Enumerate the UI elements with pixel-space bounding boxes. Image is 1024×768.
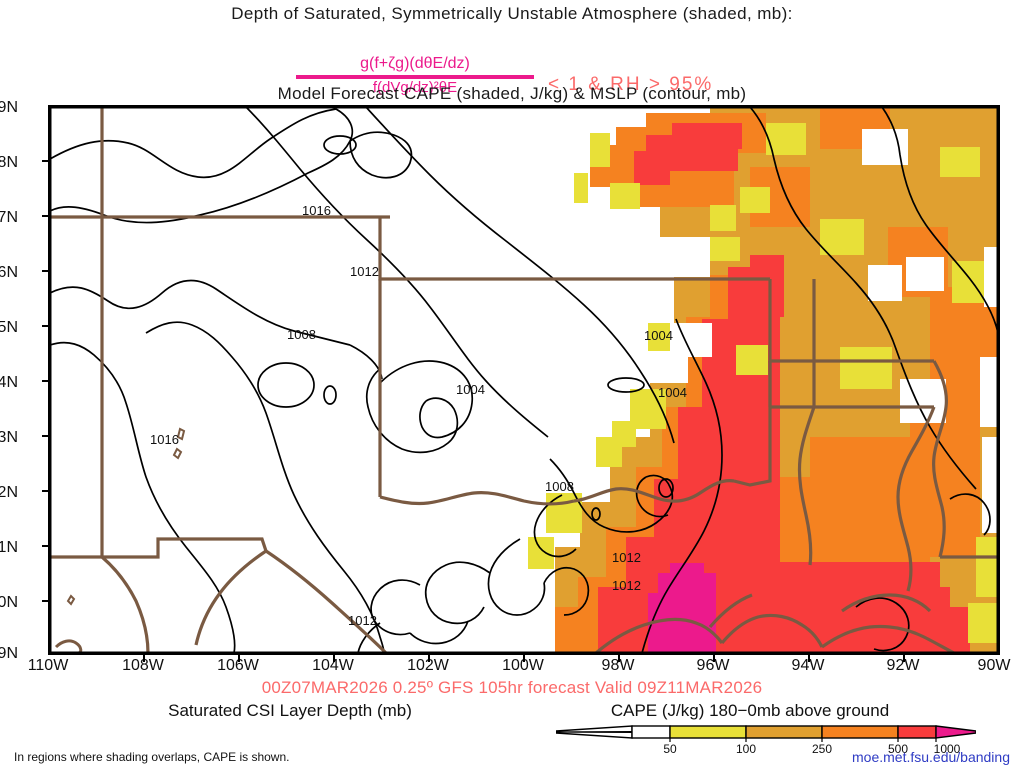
y-tick <box>42 435 50 437</box>
x-axis-label-90W: 90W <box>977 657 1011 674</box>
page-subtitle: Model Forecast CAPE (shaded, J/kg) & MSL… <box>277 84 747 103</box>
x-tick <box>903 655 905 662</box>
y-tick <box>42 380 50 382</box>
y-tick <box>42 600 50 602</box>
contour-label-1016: 1016 <box>302 203 331 218</box>
colorbar-band-500-1000 <box>897 725 937 739</box>
x-tick <box>238 655 240 662</box>
contour-label-1004b: 1004 <box>644 328 673 343</box>
contour-label-1012c: 1012 <box>612 578 641 593</box>
map-canvas: 1016 1012 1008 1016 1004 1004 1004 1008 … <box>50 107 998 653</box>
y-axis-label-39N: 39N <box>0 99 18 116</box>
y-tick <box>42 215 50 217</box>
contour-label-1016b: 1016 <box>150 432 179 447</box>
colorbar-tick-250: 250 <box>812 742 832 756</box>
y-axis-label-30N: 30N <box>0 594 18 611</box>
x-axis-label-96W: 96W <box>696 657 730 674</box>
contour-label-1012: 1012 <box>350 264 379 279</box>
y-tick <box>42 270 50 272</box>
y-axis-label-36N: 36N <box>0 264 18 281</box>
contour-label-1008: 1008 <box>287 327 316 342</box>
contour-label-1004: 1004 <box>456 382 485 397</box>
colorbar-tick-1000: 1000 <box>934 742 961 756</box>
formula-block: g(f+ζg)(dθE/dz) f(dVg/dz)²θE < 1 & RH > … <box>0 28 1024 95</box>
colorbar-band-gt1000 <box>935 725 977 739</box>
state-boundary-layer <box>50 107 998 653</box>
y-tick <box>42 545 50 547</box>
contour-label-1012d: 1012 <box>348 613 377 628</box>
x-axis-label-108W: 108W <box>122 657 164 674</box>
y-axis-label-35N: 35N <box>0 319 18 336</box>
source-url[interactable]: moe.met.fsu.edu/banding <box>852 749 1010 765</box>
x-tick <box>713 655 715 662</box>
formula-denominator: f(dVg/dz)²θE <box>372 78 458 96</box>
colorbar-left-spine <box>556 731 632 733</box>
y-axis-label-37N: 37N <box>0 209 18 226</box>
x-axis-label-94W: 94W <box>791 657 825 674</box>
x-axis-label-100W: 100W <box>502 657 544 674</box>
forecast-validity-line: 00Z07MAR2026 0.25º GFS 105hr forecast Va… <box>261 678 763 697</box>
y-axis-label-31N: 31N <box>0 539 18 556</box>
x-tick <box>523 655 525 662</box>
colorbar-tick-100: 100 <box>736 742 756 756</box>
x-tick <box>618 655 620 662</box>
formula-condition: < 1 & RH > 95% <box>548 74 714 95</box>
overlap-note: In regions where shading overlaps, CAPE … <box>14 750 290 764</box>
colorbar-band-250-500 <box>821 725 899 739</box>
formula-numerator: g(f+ζg)(dθE/dz) <box>360 55 470 72</box>
contour-label-1004c: 1004 <box>658 385 687 400</box>
x-axis-label-110W: 110W <box>27 657 69 674</box>
x-axis-label-92W: 92W <box>886 657 920 674</box>
forecast-map[interactable]: 1016 1012 1008 1016 1004 1004 1004 1008 … <box>48 105 1000 655</box>
x-axis-label-98W: 98W <box>601 657 635 674</box>
y-axis-label-33N: 33N <box>0 429 18 446</box>
y-tick <box>42 160 50 162</box>
legend-title-cape: CAPE (J/kg) 180−0mb above ground <box>610 701 890 720</box>
y-axis-label-32N: 32N <box>0 484 18 501</box>
x-axis-label-106W: 106W <box>217 657 259 674</box>
y-axis-label-29N: 29N <box>0 645 18 662</box>
x-axis-label-104W: 104W <box>312 657 354 674</box>
contour-label-1008b: 1008 <box>545 479 574 494</box>
legend-title-csi: Saturated CSI Layer Depth (mb) <box>168 701 412 720</box>
y-tick <box>42 490 50 492</box>
x-tick <box>143 655 145 662</box>
cape-shading-layer <box>450 107 998 653</box>
y-tick <box>42 325 50 327</box>
x-tick <box>428 655 430 662</box>
colorbar-tick-50: 50 <box>663 742 677 756</box>
fraction-bar <box>296 74 534 79</box>
colorbar-tick-500: 500 <box>888 742 908 756</box>
colorbar-band-100-250 <box>745 725 823 739</box>
x-tick <box>808 655 810 662</box>
page-title: Depth of Saturated, Symmetrically Unstab… <box>231 4 793 23</box>
x-tick <box>333 655 335 662</box>
mslp-contour-layer <box>50 107 998 653</box>
csi-criterion-fraction: g(f+ζg)(dθE/dz) f(dVg/dz)²θE <box>296 55 534 96</box>
colorbar-band-lt50 <box>631 725 671 739</box>
x-axis-label-102W: 102W <box>407 657 449 674</box>
contour-label-1012b: 1012 <box>612 550 641 565</box>
colorbar-band-50-100 <box>669 725 747 739</box>
contour-labels: 1016 1012 1008 1016 1004 1004 1004 1008 … <box>150 203 687 628</box>
y-axis-label-34N: 34N <box>0 374 18 391</box>
y-axis-label-38N: 38N <box>0 154 18 171</box>
